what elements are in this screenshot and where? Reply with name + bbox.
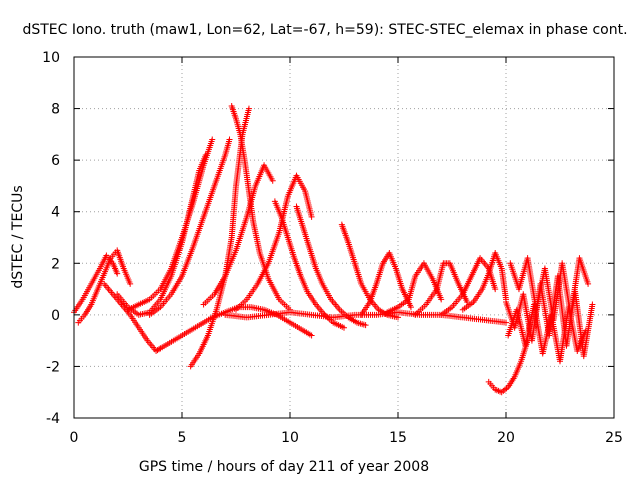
y-tick-label: 0 (51, 308, 60, 324)
data-point (341, 324, 347, 331)
data-point (585, 280, 592, 287)
data-point (395, 314, 401, 321)
data-point (438, 296, 445, 303)
y-tick-label: 2 (51, 256, 60, 272)
series-arc-c (101, 280, 164, 354)
series-arc-j (200, 162, 276, 308)
data-point (226, 136, 233, 143)
series-arc-q (412, 260, 471, 318)
series-arc-g (146, 136, 233, 318)
data-point (209, 136, 216, 143)
y-axis-title: dSTEC / TECUs (10, 185, 26, 288)
y-tick-label: -4 (46, 411, 60, 427)
data-point (245, 105, 252, 112)
x-tick-label: 20 (497, 430, 515, 446)
axis-ticks: 0 5 10 15 20 25 -4 -2 0 2 4 6 8 10 (42, 50, 623, 446)
series-arc-f (125, 136, 216, 313)
data-point (114, 270, 121, 277)
x-tick-label: 25 (605, 430, 623, 446)
data-point (407, 304, 414, 311)
data-point (464, 298, 471, 305)
series-arc-s (459, 249, 509, 313)
data-point (155, 346, 162, 353)
y-tick-label: -2 (46, 359, 60, 375)
series-arc-m (293, 203, 369, 329)
data-points (71, 102, 596, 396)
data-point (127, 280, 134, 287)
series-arc-v (503, 273, 596, 360)
x-tick-label: 0 (70, 430, 79, 446)
y-tick-label: 4 (51, 205, 60, 221)
series-arc-e (114, 151, 209, 318)
series-arc-d (157, 304, 315, 352)
plot-frame (73, 56, 615, 419)
series-arc-o (358, 249, 414, 318)
data-point (269, 177, 276, 184)
series-arc-p (384, 260, 445, 316)
series-arc-u (485, 337, 531, 396)
y-tick-label: 6 (51, 153, 60, 169)
x-axis-title: GPS time / hours of day 211 of year 2008 (139, 459, 429, 475)
data-point (582, 327, 589, 334)
series-arc-x (505, 301, 589, 365)
series-arc-b (75, 247, 134, 326)
data-point (492, 286, 499, 293)
series-arc-a (71, 252, 121, 316)
y-tick-label: 10 (42, 50, 60, 66)
data-point (308, 213, 315, 220)
data-point (503, 319, 509, 326)
y-tick-label: 8 (51, 102, 60, 118)
series-arc-t (222, 309, 509, 326)
series-arc-l (271, 198, 347, 331)
data-point (308, 332, 315, 339)
data-point (589, 301, 596, 308)
x-tick-label: 5 (178, 430, 187, 446)
data-point (362, 322, 369, 329)
x-tick-label: 15 (389, 430, 407, 446)
x-tick-label: 10 (281, 430, 299, 446)
chart-title: dSTEC Iono. truth (maw1, Lon=62, Lat=-67… (22, 22, 627, 38)
